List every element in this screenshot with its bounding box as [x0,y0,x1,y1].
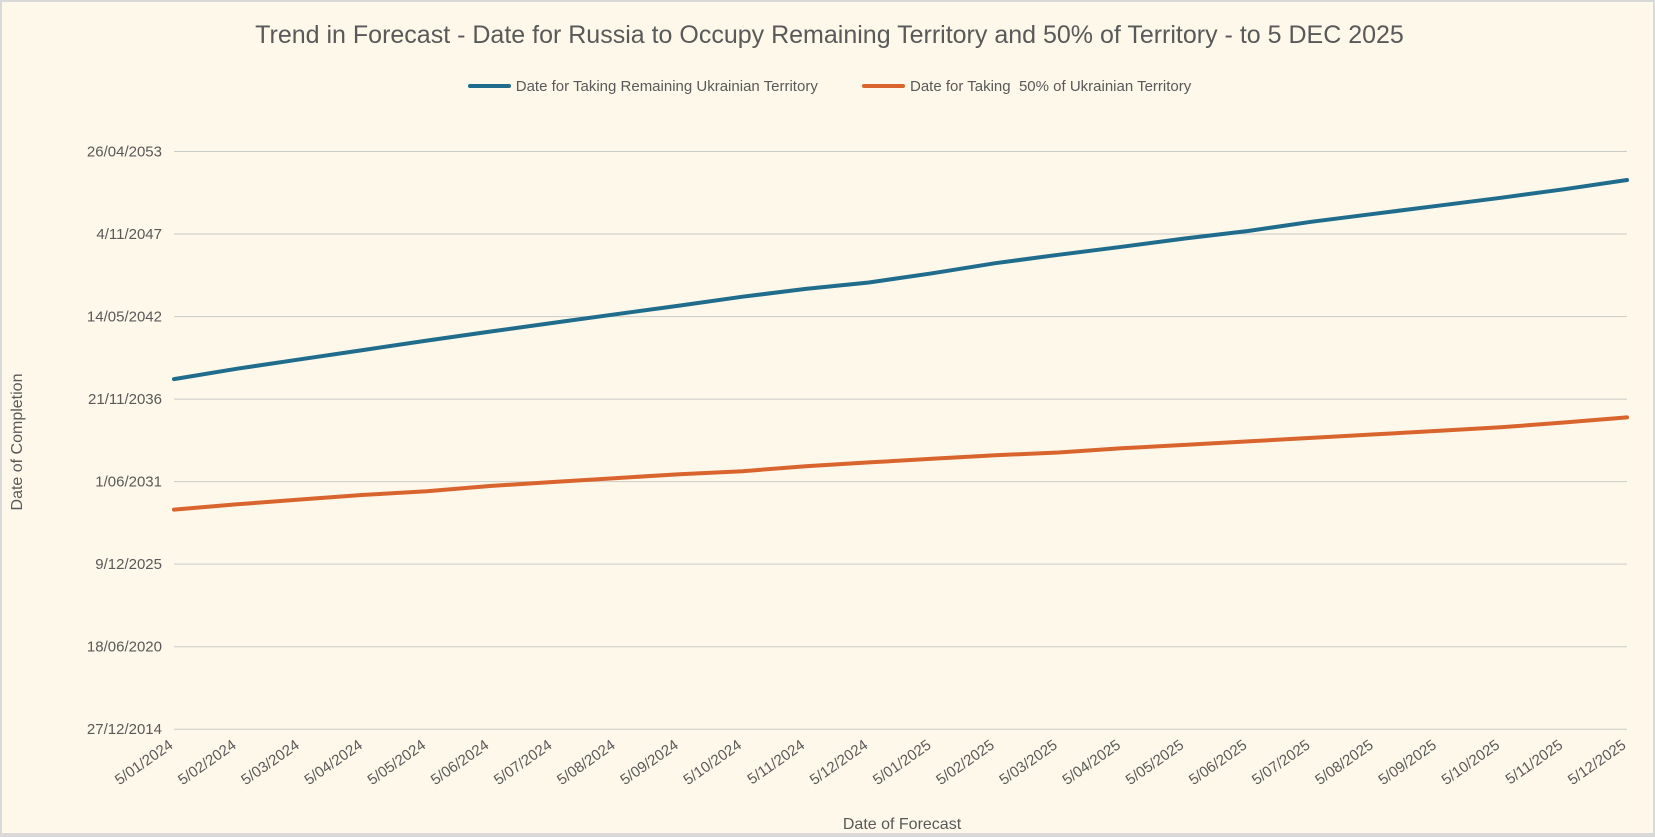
svg-text:27/12/2014: 27/12/2014 [87,721,162,738]
svg-text:5/03/2025: 5/03/2025 [996,737,1060,789]
svg-text:5/06/2025: 5/06/2025 [1186,737,1250,789]
svg-text:5/04/2024: 5/04/2024 [301,737,365,789]
svg-text:14/05/2042: 14/05/2042 [87,309,162,326]
svg-text:18/06/2020: 18/06/2020 [87,639,162,656]
svg-text:26/04/2053: 26/04/2053 [87,144,162,161]
svg-text:5/07/2025: 5/07/2025 [1249,737,1313,789]
svg-text:5/08/2025: 5/08/2025 [1312,737,1376,789]
svg-text:5/03/2024: 5/03/2024 [238,737,302,789]
svg-text:5/07/2024: 5/07/2024 [491,737,555,789]
svg-text:5/12/2024: 5/12/2024 [807,737,871,789]
svg-text:5/05/2024: 5/05/2024 [365,737,429,789]
svg-text:5/06/2024: 5/06/2024 [428,737,492,789]
svg-text:5/05/2025: 5/05/2025 [1123,737,1187,789]
svg-text:5/11/2025: 5/11/2025 [1503,737,1567,789]
svg-text:Date of Completion: Date of Completion [9,374,26,511]
svg-text:5/10/2024: 5/10/2024 [680,737,744,789]
svg-text:5/09/2024: 5/09/2024 [617,737,681,789]
svg-text:5/11/2024: 5/11/2024 [744,737,808,789]
svg-text:5/12/2025: 5/12/2025 [1565,737,1629,789]
svg-text:21/11/2036: 21/11/2036 [88,391,162,408]
svg-text:5/01/2024: 5/01/2024 [112,737,176,789]
svg-text:5/08/2024: 5/08/2024 [554,737,618,789]
svg-text:5/04/2025: 5/04/2025 [1059,737,1123,789]
svg-text:5/02/2025: 5/02/2025 [933,737,997,789]
svg-text:Date of Forecast: Date of Forecast [843,816,962,833]
svg-text:5/09/2025: 5/09/2025 [1375,737,1439,789]
svg-text:9/12/2025: 9/12/2025 [95,556,162,573]
svg-text:4/11/2047: 4/11/2047 [96,226,162,243]
svg-text:5/01/2025: 5/01/2025 [870,737,934,789]
svg-text:5/10/2025: 5/10/2025 [1439,737,1503,789]
svg-text:5/02/2024: 5/02/2024 [175,737,239,789]
svg-text:1/06/2031: 1/06/2031 [95,474,162,491]
